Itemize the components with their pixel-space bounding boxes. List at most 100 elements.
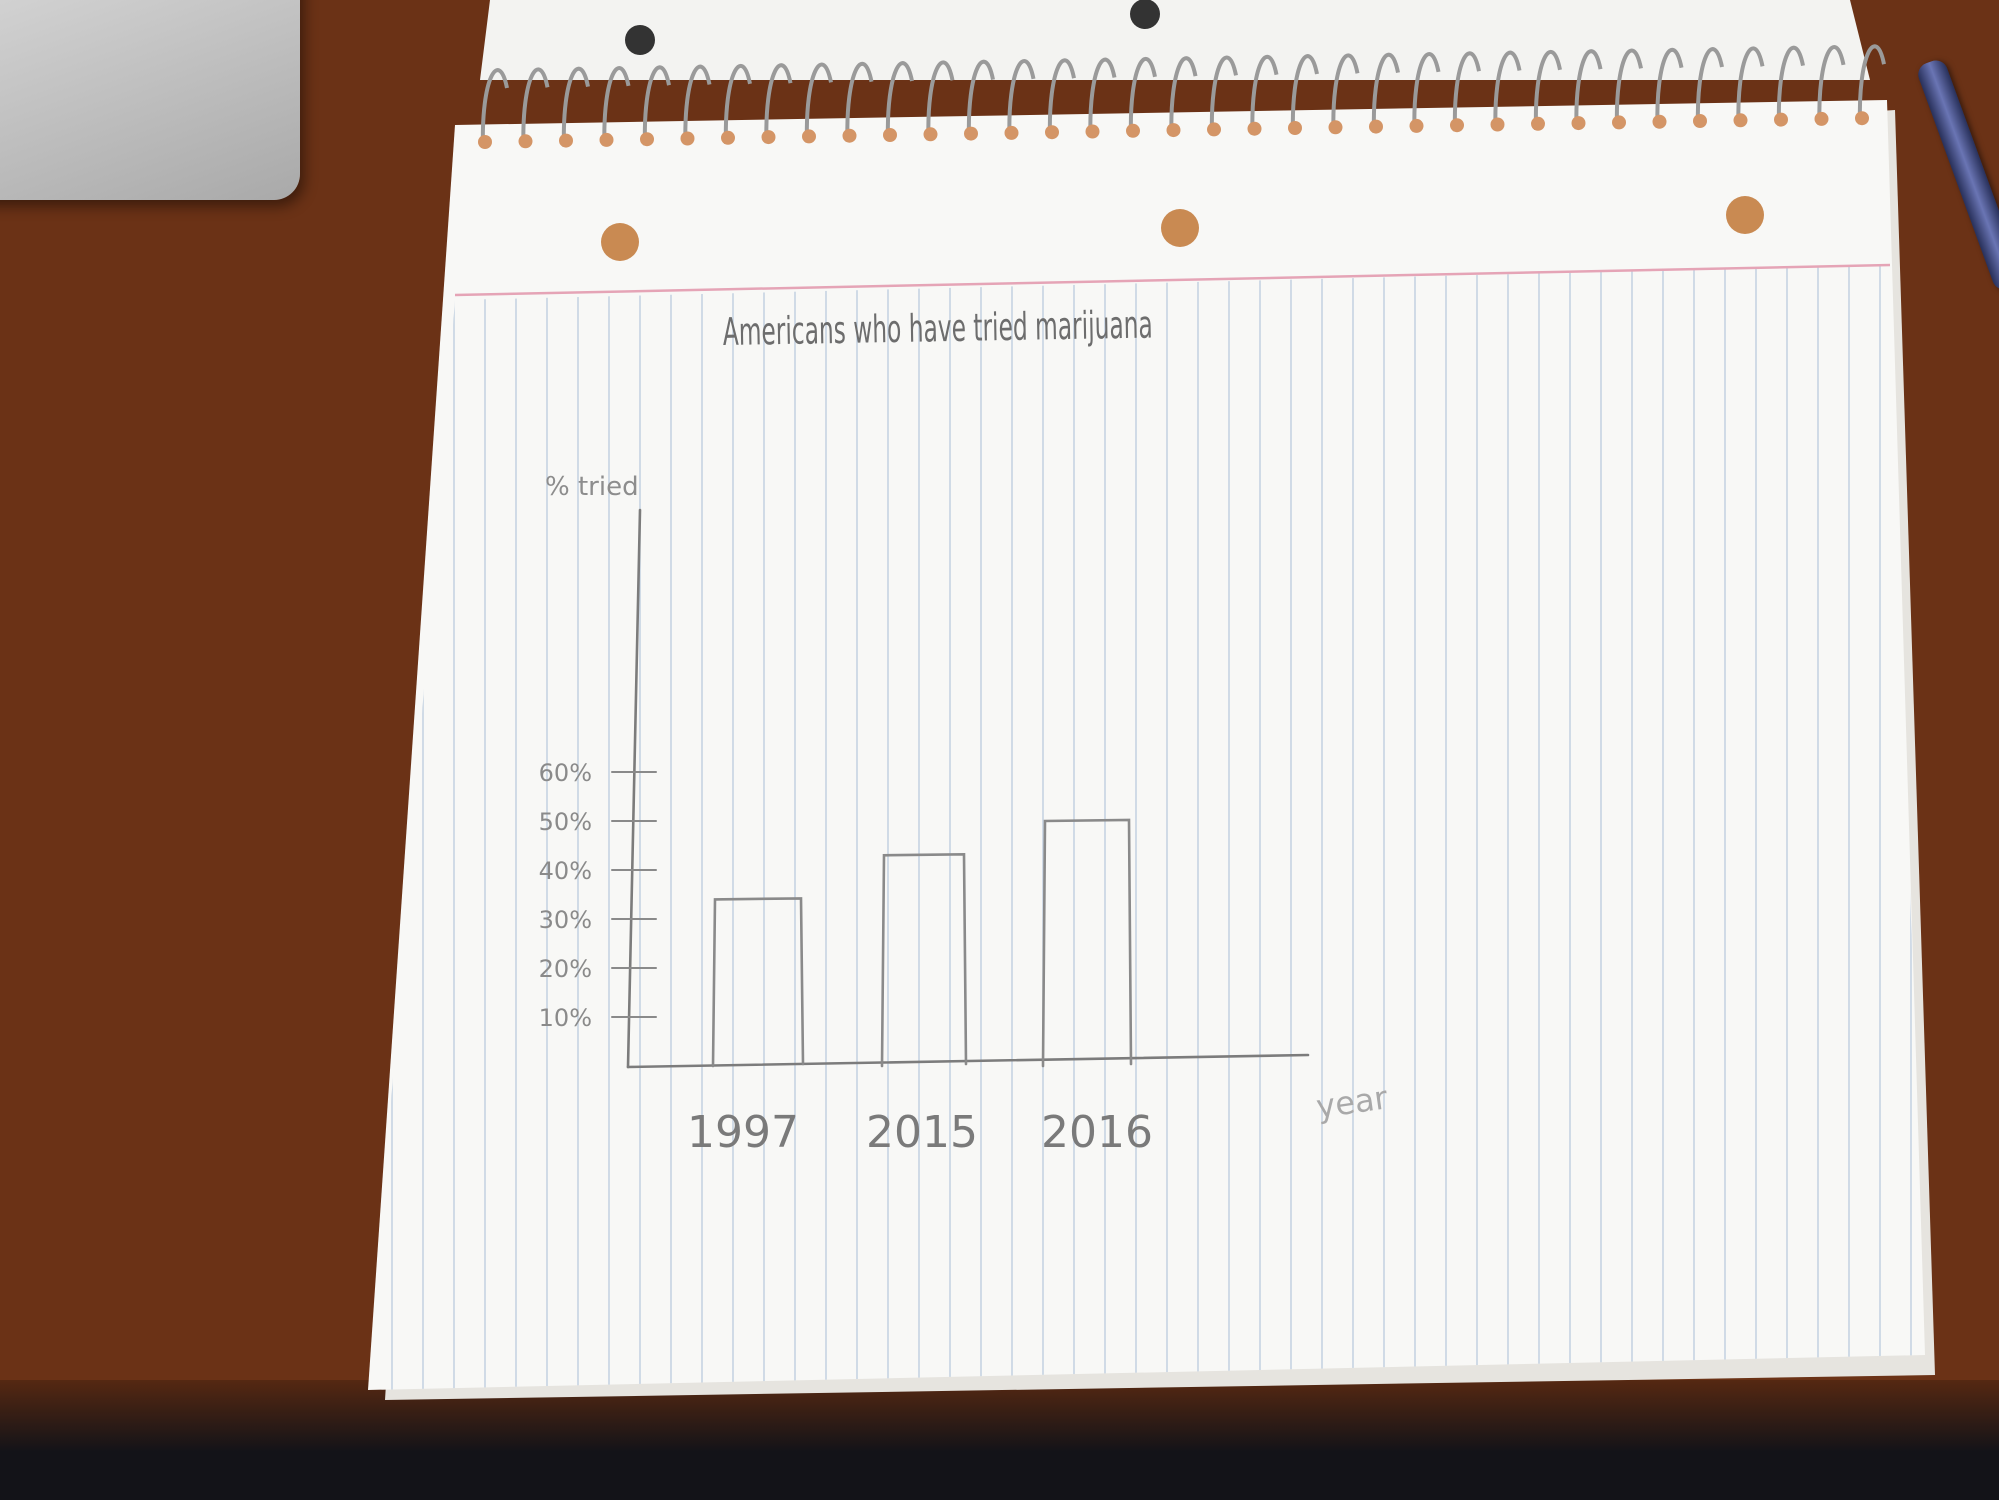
spiral-coil [1169, 56, 1198, 137]
spiral-coil [1695, 47, 1724, 128]
binding-hole [559, 133, 573, 148]
y-ticks: 10% 20% 30% 40% 50% 60% [539, 759, 657, 1032]
binding-hole [964, 126, 978, 141]
binding-hole [883, 128, 897, 142]
spiral-coil [966, 59, 995, 140]
spiral-coil [1533, 49, 1562, 130]
spiral-coil [561, 66, 590, 147]
y-tick-label: 60% [539, 759, 592, 787]
margin-line [454, 263, 1891, 297]
spiral-coil [1371, 52, 1400, 133]
binding-hole [802, 129, 816, 144]
binding-hole [1693, 114, 1707, 128]
binding-hole [599, 132, 614, 147]
punch-hole [1726, 196, 1764, 234]
binding-hole [761, 130, 776, 145]
y-tick-label: 40% [539, 857, 592, 885]
binding-hole [1166, 123, 1181, 138]
punch-hole [1130, 0, 1160, 29]
binding-hole [680, 131, 695, 146]
binding-hole [842, 128, 857, 143]
binding-hole [1531, 116, 1545, 131]
spiral-coil [1331, 53, 1360, 134]
spiral-coil [1817, 44, 1846, 125]
binding-hole [1328, 120, 1343, 135]
back-sheet [480, 0, 1870, 80]
spiral-coil [1209, 55, 1238, 136]
spiral-coil [1088, 57, 1117, 138]
spiral-coil [926, 60, 955, 141]
bar [711, 897, 805, 1068]
bars [711, 818, 1133, 1068]
binding-hole [1490, 117, 1505, 132]
x-tick-label: 2015 [866, 1107, 978, 1158]
spiral-coil [1007, 58, 1036, 139]
spiral-coil [1857, 44, 1886, 125]
binding-hole [1369, 119, 1383, 134]
spiral-binding [478, 44, 1886, 149]
x-tick-label: 2016 [1041, 1107, 1153, 1158]
x-tick-label: 1997 [687, 1107, 799, 1158]
y-tick-label: 20% [539, 955, 592, 983]
binding-hole [1814, 111, 1829, 126]
binding-hole [1126, 123, 1140, 138]
spiral-coil [1452, 51, 1481, 132]
spiral-coil [723, 63, 752, 144]
y-axis [626, 508, 642, 1069]
spiral-coil [1776, 45, 1805, 126]
spiral-coil [1250, 54, 1279, 135]
binding-hole [1652, 114, 1667, 129]
x-axis [626, 1053, 1310, 1069]
binding-hole [1085, 124, 1100, 139]
punch-hole [625, 25, 655, 55]
spiral-coil [1736, 46, 1765, 127]
spiral-coil [1290, 54, 1319, 135]
binding-hole [1774, 112, 1788, 127]
spiral-coil [521, 67, 550, 148]
chart-title: Americans who have tried marijuana [722, 303, 1153, 354]
bar [880, 852, 968, 1068]
binding-hole [640, 132, 654, 147]
bar [1041, 818, 1133, 1068]
y-axis-label: % tried [545, 472, 639, 502]
spiral-coil [885, 61, 914, 142]
binding-hole [1409, 118, 1424, 133]
y-tick-label: 50% [539, 808, 592, 836]
laptop-corner [0, 0, 300, 200]
spiral-coil [1655, 47, 1684, 128]
bar-chart: Americans who have tried marijuana % tri… [539, 303, 1391, 1158]
spiral-coil [764, 63, 793, 144]
binding-hole [1855, 111, 1869, 126]
spiral-coil [1128, 56, 1157, 137]
binding-hole [1288, 121, 1302, 135]
spiral-coil [1493, 50, 1522, 131]
spiral-coil [1412, 51, 1441, 132]
binding-hole [923, 127, 938, 142]
binding-hole [721, 130, 735, 145]
desk-shadow [0, 1380, 1999, 1500]
page-ruling [368, 265, 1925, 1390]
punch-hole [1161, 209, 1199, 247]
binding-hole [1733, 113, 1748, 128]
spiral-coil [480, 68, 509, 149]
spiral-coil [845, 61, 874, 142]
spiral-coil [1574, 49, 1603, 130]
binding-hole [1450, 118, 1464, 133]
binding-hole [1045, 125, 1059, 140]
binding-hole [1612, 115, 1626, 130]
binding-hole [1004, 125, 1019, 140]
binding-hole [1247, 121, 1262, 136]
spiral-coil [602, 65, 631, 146]
spiral-coil [1614, 48, 1643, 129]
binding-hole [1571, 116, 1586, 131]
spiral-coil [683, 64, 712, 145]
spiral-coil [804, 62, 833, 143]
binding-hole [1207, 122, 1221, 137]
spiral-coil [642, 65, 671, 146]
binding-hole [478, 135, 492, 149]
y-tick-label: 10% [539, 1004, 592, 1032]
spiral-coil [1047, 58, 1076, 139]
punch-hole [601, 223, 639, 261]
